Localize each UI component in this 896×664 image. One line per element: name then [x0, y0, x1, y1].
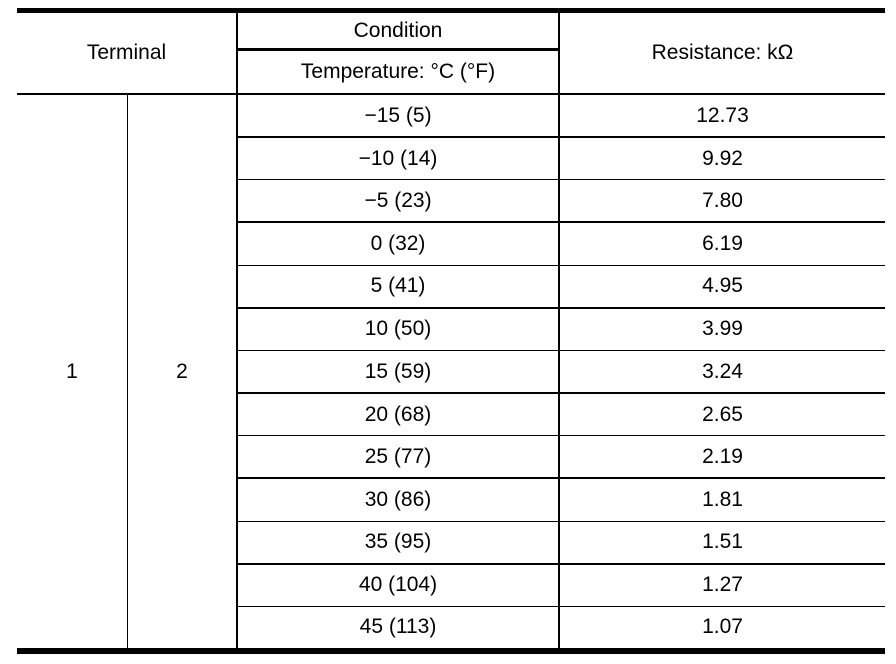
resistance-cell: 4.95	[702, 274, 743, 298]
temperature-cell: 40 (104)	[238, 564, 560, 606]
temperature-cell: 20 (68)	[238, 394, 560, 436]
temperature-cell: 5 (41)	[238, 265, 560, 307]
temperature-cell: 25 (77)	[238, 436, 560, 478]
temperature-cell: 30 (86)	[238, 479, 560, 521]
resistance-cell: 12.73	[696, 103, 749, 127]
table-row: 45 (113) 1.07	[238, 606, 885, 649]
table-body: 1 2 −15 (5) 12.73 −10 (14) 9.92 −5 (23) …	[17, 95, 885, 649]
temperature-cell: −5 (23)	[238, 180, 560, 222]
condition-column-header: Condition Temperature: °C (°F)	[238, 13, 560, 93]
table-row: 30 (86) 1.81	[238, 479, 885, 522]
table-row: 35 (95) 1.51	[238, 521, 885, 565]
terminal-2-cell: 2	[128, 95, 238, 648]
table-row: 15 (59) 3.24	[238, 350, 885, 395]
table-row: 5 (41) 4.95	[238, 265, 885, 309]
resistance-cell: 1.81	[702, 487, 743, 511]
table-row: −10 (14) 9.92	[238, 138, 885, 181]
terminal-1-cell: 1	[17, 95, 128, 648]
table-row: −5 (23) 7.80	[238, 180, 885, 224]
resistance-cell: 1.51	[702, 530, 743, 554]
table-row: 10 (50) 3.99	[238, 308, 885, 351]
resistance-cell: 6.19	[702, 232, 743, 256]
temperature-cell: 0 (32)	[238, 223, 560, 265]
resistance-cell: 9.92	[702, 146, 743, 170]
resistance-cell: 1.27	[702, 573, 743, 597]
data-rows: −15 (5) 12.73 −10 (14) 9.92 −5 (23) 7.80…	[238, 95, 885, 649]
temperature-cell: −15 (5)	[238, 95, 560, 137]
temperature-cell: 35 (95)	[238, 521, 560, 563]
temperature-cell: −10 (14)	[238, 138, 560, 180]
table-row: 40 (104) 1.27	[238, 564, 885, 607]
table-row: −15 (5) 12.73	[238, 95, 885, 139]
resistance-cell: 7.80	[702, 188, 743, 212]
resistance-cell: 2.65	[702, 402, 743, 426]
resistance-spec-table: Terminal Condition Temperature: °C (°F) …	[17, 8, 885, 654]
resistance-header: Resistance: kΩ	[651, 41, 794, 64]
condition-header: Condition	[238, 13, 558, 51]
resistance-cell: 3.24	[702, 359, 743, 383]
resistance-cell: 2.19	[702, 444, 743, 468]
table-row: 25 (77) 2.19	[238, 436, 885, 480]
resistance-cell: 1.07	[702, 615, 743, 639]
temperature-cell: 15 (59)	[238, 350, 560, 393]
table-header: Terminal Condition Temperature: °C (°F) …	[17, 13, 885, 95]
temperature-cell: 10 (50)	[238, 308, 560, 350]
table-row: 20 (68) 2.65	[238, 394, 885, 437]
table-row: 0 (32) 6.19	[238, 223, 885, 266]
resistance-cell: 3.99	[702, 317, 743, 341]
terminal-header: Terminal	[17, 13, 238, 93]
temperature-cell: 45 (113)	[238, 606, 560, 649]
temperature-header: Temperature: °C (°F)	[300, 60, 496, 83]
